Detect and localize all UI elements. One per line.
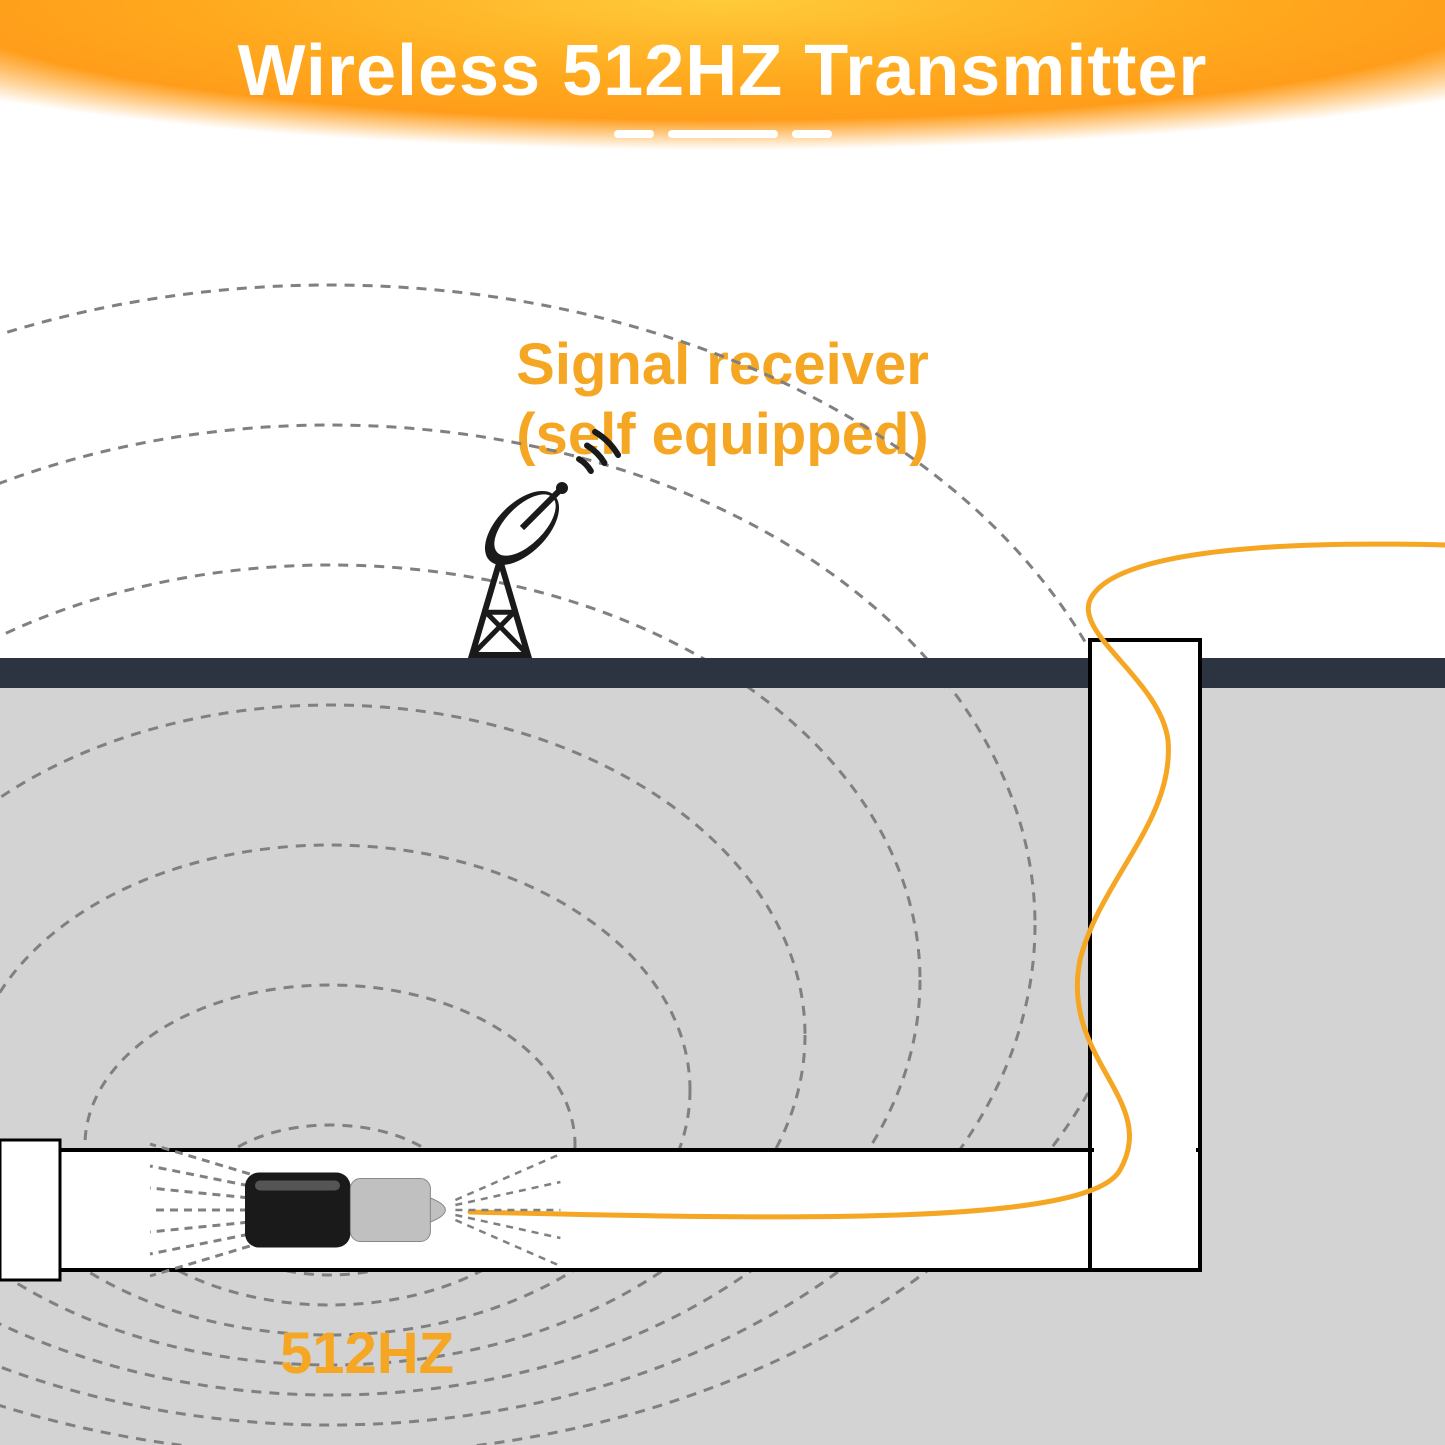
frequency-label: 512HZ [280, 1320, 454, 1387]
transmitter-diagram [0, 0, 1445, 1445]
